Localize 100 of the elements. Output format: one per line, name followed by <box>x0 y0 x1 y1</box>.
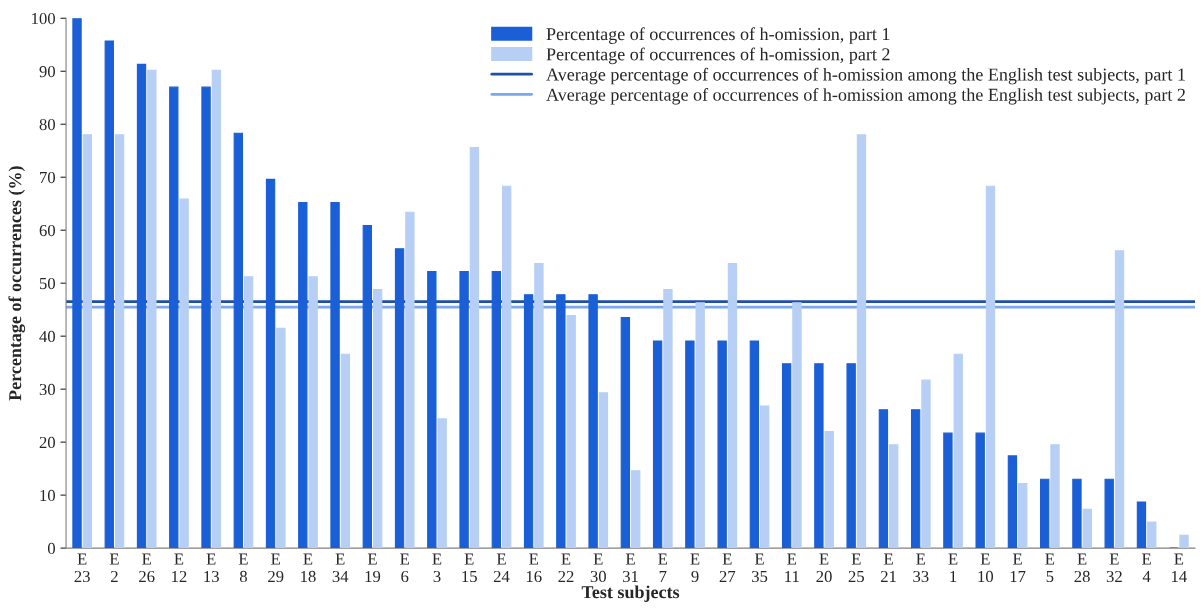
bar <box>136 63 147 549</box>
x-tick-label: E 24 <box>493 553 510 582</box>
bar <box>82 134 93 549</box>
bar <box>201 86 211 549</box>
bar <box>566 314 576 549</box>
x-tick-label: E 18 <box>301 553 316 583</box>
y-tick-label: 40 <box>39 330 55 343</box>
bar <box>1082 508 1092 549</box>
y-tick-label: 60 <box>39 224 55 237</box>
bar <box>943 432 953 549</box>
bar <box>824 430 834 549</box>
x-tick-label: E 4 <box>1142 553 1151 582</box>
legend-label: Average percentage of occurrences of h-omission among the English test subjects, part 1 <box>546 67 1185 85</box>
x-tick-label: E 33 <box>913 553 929 583</box>
x-tick-label: E 25 <box>848 553 864 583</box>
bar <box>276 327 286 549</box>
x-tick-label: E 8 <box>238 553 248 583</box>
bar <box>910 409 921 549</box>
y-tick-label: 90 <box>39 65 55 78</box>
bar <box>556 294 566 549</box>
y-tick-label: 50 <box>39 277 55 290</box>
x-tick-label: E 26 <box>139 553 155 583</box>
bar <box>114 134 125 549</box>
bar <box>1050 444 1060 549</box>
x-tick-label: E 27 <box>719 553 736 582</box>
bar <box>1018 482 1028 549</box>
bar <box>749 340 760 549</box>
bar <box>147 69 157 549</box>
x-tick-label: E 28 <box>1074 553 1090 583</box>
x-tick-label: E 20 <box>816 553 832 583</box>
bar <box>427 270 437 549</box>
bar <box>169 86 179 549</box>
bar <box>1040 478 1050 549</box>
x-tick-label: E 15 <box>462 553 477 583</box>
x-tick-label: E 5 <box>1045 553 1055 583</box>
bar <box>394 248 405 549</box>
bar <box>588 294 598 549</box>
bar <box>298 202 308 549</box>
bar <box>760 405 770 549</box>
bar <box>685 340 695 549</box>
x-tick-label: E 12 <box>172 553 187 582</box>
x-tick-label: E 3 <box>432 553 442 583</box>
x-tick-label: E 6 <box>400 553 409 583</box>
bar <box>362 224 373 549</box>
legend-label: Percentage of occurrences of h-omission, part 1 <box>546 27 890 44</box>
bar <box>695 302 705 549</box>
x-tick-label: E 10 <box>978 553 994 583</box>
bar <box>340 353 351 549</box>
bar <box>598 392 609 549</box>
x-tick-label: E 1 <box>948 553 958 582</box>
y-axis-title: Percentage of occurrences (%) <box>8 166 26 401</box>
bar <box>534 263 544 549</box>
bar <box>179 198 189 549</box>
x-tick-label: E 13 <box>204 553 219 583</box>
y-tick-label: 10 <box>40 489 55 502</box>
bar <box>1136 501 1147 549</box>
bar <box>372 288 383 549</box>
legend-label: Average percentage of occurrences of h-omission among the English test subjects, part 2 <box>546 87 1185 105</box>
bar <box>211 69 222 549</box>
bar <box>781 363 792 549</box>
bar <box>975 432 985 549</box>
bar <box>921 379 931 549</box>
bar <box>1114 250 1125 549</box>
y-tick-label: 30 <box>39 383 55 396</box>
x-tick-label: E 30 <box>590 553 606 583</box>
bar <box>330 202 340 549</box>
bar <box>265 178 276 549</box>
bar <box>953 353 963 549</box>
bar <box>727 263 738 549</box>
bar <box>1104 478 1114 549</box>
x-tick-label: E 11 <box>785 553 799 582</box>
y-tick-label: 100 <box>32 12 55 25</box>
bar <box>104 40 114 549</box>
bar <box>1007 455 1018 549</box>
x-tick-label: E 31 <box>622 553 638 583</box>
x-tick-label: E 22 <box>558 553 574 582</box>
bar <box>878 409 889 549</box>
bar <box>459 270 469 549</box>
bar <box>243 276 254 549</box>
x-tick-label: E 17 <box>1010 553 1026 582</box>
bar <box>437 418 447 549</box>
bar <box>814 363 824 549</box>
x-tick-label: E 9 <box>690 553 700 583</box>
bar <box>846 363 856 549</box>
y-tick-label: 0 <box>47 542 55 555</box>
bar <box>491 270 502 549</box>
x-tick-label: E 19 <box>365 553 381 583</box>
bar <box>856 134 867 549</box>
legend-label: Percentage of occurrences of h-omission, part 2 <box>546 47 890 65</box>
bar <box>652 340 663 549</box>
bar <box>1072 478 1082 549</box>
x-tick-label: E 14 <box>1172 553 1187 582</box>
x-tick-label: E 34 <box>332 553 349 583</box>
bar <box>501 185 512 549</box>
bar <box>889 444 899 549</box>
x-tick-label: E 29 <box>268 553 284 583</box>
bar <box>1179 534 1189 549</box>
x-tick-label: E 35 <box>752 553 768 583</box>
y-tick-label: 70 <box>40 171 55 184</box>
bar <box>1147 521 1157 549</box>
